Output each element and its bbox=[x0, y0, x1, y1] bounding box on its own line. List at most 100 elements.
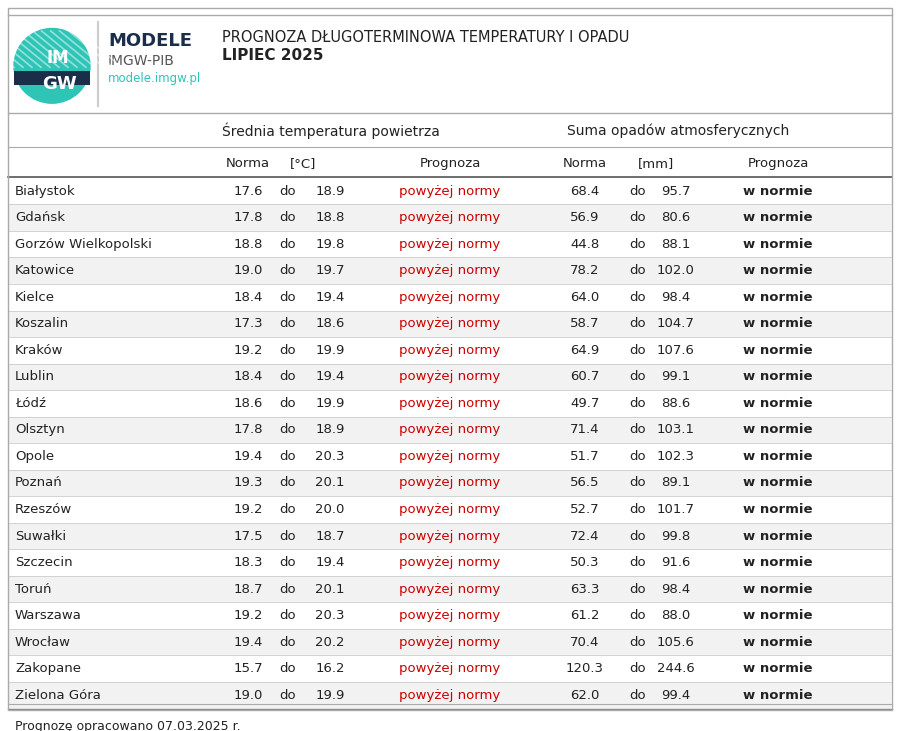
Text: 18.6: 18.6 bbox=[233, 397, 263, 410]
Text: LIPIEC 2025: LIPIEC 2025 bbox=[222, 48, 323, 63]
Text: w normie: w normie bbox=[743, 238, 813, 251]
Text: Poznań: Poznań bbox=[15, 477, 63, 490]
Text: 19.8: 19.8 bbox=[315, 238, 345, 251]
Text: do: do bbox=[630, 503, 646, 516]
Text: do: do bbox=[630, 185, 646, 197]
Text: powyżej normy: powyżej normy bbox=[400, 291, 500, 304]
Text: 18.7: 18.7 bbox=[233, 583, 263, 596]
Text: modele.imgw.pl: modele.imgw.pl bbox=[108, 72, 202, 85]
Text: powyżej normy: powyżej normy bbox=[400, 344, 500, 357]
Text: 19.7: 19.7 bbox=[315, 264, 345, 277]
Text: do: do bbox=[280, 371, 296, 383]
Text: do: do bbox=[280, 636, 296, 648]
Text: do: do bbox=[630, 609, 646, 622]
Text: 101.7: 101.7 bbox=[657, 503, 695, 516]
Text: 99.4: 99.4 bbox=[662, 689, 690, 702]
Text: powyżej normy: powyżej normy bbox=[400, 529, 500, 542]
Text: 102.0: 102.0 bbox=[657, 264, 695, 277]
Text: w normie: w normie bbox=[743, 689, 813, 702]
Text: 49.7: 49.7 bbox=[571, 397, 599, 410]
Text: 64.0: 64.0 bbox=[571, 291, 599, 304]
Circle shape bbox=[14, 29, 90, 103]
Text: do: do bbox=[280, 450, 296, 463]
Text: 44.8: 44.8 bbox=[571, 238, 599, 251]
Text: powyżej normy: powyżej normy bbox=[400, 185, 500, 197]
Bar bbox=[9, 257, 891, 284]
Text: 88.6: 88.6 bbox=[662, 397, 690, 410]
Text: do: do bbox=[630, 423, 646, 436]
Text: 88.0: 88.0 bbox=[662, 609, 690, 622]
Text: do: do bbox=[630, 238, 646, 251]
Text: w normie: w normie bbox=[743, 317, 813, 330]
Text: 20.2: 20.2 bbox=[315, 636, 345, 648]
Text: PROGNOZA DŁUGOTERMINOWA TEMPERATURY I OPADU: PROGNOZA DŁUGOTERMINOWA TEMPERATURY I OP… bbox=[222, 30, 629, 45]
Text: 98.4: 98.4 bbox=[662, 583, 690, 596]
Text: 18.9: 18.9 bbox=[315, 185, 345, 197]
Text: do: do bbox=[630, 291, 646, 304]
Text: Zakopane: Zakopane bbox=[15, 662, 81, 675]
Text: Norma: Norma bbox=[562, 156, 608, 170]
Text: do: do bbox=[630, 450, 646, 463]
Text: w normie: w normie bbox=[743, 503, 813, 516]
Text: 19.2: 19.2 bbox=[233, 609, 263, 622]
Bar bbox=[9, 629, 891, 656]
Text: do: do bbox=[630, 689, 646, 702]
Text: 20.1: 20.1 bbox=[315, 477, 345, 490]
Text: 17.8: 17.8 bbox=[233, 423, 263, 436]
Text: 88.1: 88.1 bbox=[662, 238, 690, 251]
Text: 19.4: 19.4 bbox=[315, 291, 345, 304]
Text: do: do bbox=[630, 264, 646, 277]
Text: Warszawa: Warszawa bbox=[15, 609, 82, 622]
Text: do: do bbox=[280, 503, 296, 516]
Text: 19.4: 19.4 bbox=[233, 636, 263, 648]
Text: do: do bbox=[280, 689, 296, 702]
Text: 98.4: 98.4 bbox=[662, 291, 690, 304]
Text: do: do bbox=[280, 238, 296, 251]
Text: 102.3: 102.3 bbox=[657, 450, 695, 463]
Text: 107.6: 107.6 bbox=[657, 344, 695, 357]
Text: do: do bbox=[630, 556, 646, 569]
Text: 18.8: 18.8 bbox=[315, 211, 345, 224]
Text: 99.8: 99.8 bbox=[662, 529, 690, 542]
Text: 103.1: 103.1 bbox=[657, 423, 695, 436]
Bar bbox=[9, 311, 891, 337]
Text: do: do bbox=[280, 609, 296, 622]
Text: 63.3: 63.3 bbox=[571, 583, 599, 596]
Text: do: do bbox=[280, 583, 296, 596]
Text: Katowice: Katowice bbox=[15, 264, 75, 277]
Text: do: do bbox=[630, 477, 646, 490]
Text: do: do bbox=[280, 185, 296, 197]
Text: Zielona Góra: Zielona Góra bbox=[15, 689, 101, 702]
Text: do: do bbox=[630, 662, 646, 675]
Text: 70.4: 70.4 bbox=[571, 636, 599, 648]
Text: Prognozę opracowano 07.03.2025 r.: Prognozę opracowano 07.03.2025 r. bbox=[15, 720, 240, 731]
Text: 20.3: 20.3 bbox=[315, 609, 345, 622]
Text: 95.7: 95.7 bbox=[662, 185, 691, 197]
Text: [°C]: [°C] bbox=[290, 156, 317, 170]
Text: 56.9: 56.9 bbox=[571, 211, 599, 224]
Text: 19.9: 19.9 bbox=[315, 397, 345, 410]
Text: w normie: w normie bbox=[743, 529, 813, 542]
Text: powyżej normy: powyżej normy bbox=[400, 264, 500, 277]
Text: w normie: w normie bbox=[743, 185, 813, 197]
Text: 120.3: 120.3 bbox=[566, 662, 604, 675]
Text: 56.5: 56.5 bbox=[571, 477, 599, 490]
Text: 19.4: 19.4 bbox=[315, 556, 345, 569]
Text: do: do bbox=[280, 423, 296, 436]
Text: 20.1: 20.1 bbox=[315, 583, 345, 596]
Text: 18.4: 18.4 bbox=[233, 291, 263, 304]
Text: powyżej normy: powyżej normy bbox=[400, 211, 500, 224]
Text: Rzeszów: Rzeszów bbox=[15, 503, 72, 516]
Text: 105.6: 105.6 bbox=[657, 636, 695, 648]
Text: 19.9: 19.9 bbox=[315, 689, 345, 702]
Text: 18.9: 18.9 bbox=[315, 423, 345, 436]
Text: powyżej normy: powyżej normy bbox=[400, 583, 500, 596]
Text: 19.9: 19.9 bbox=[315, 344, 345, 357]
Text: Kraków: Kraków bbox=[15, 344, 64, 357]
Text: Lublin: Lublin bbox=[15, 371, 55, 383]
Text: Prognoza: Prognoza bbox=[747, 156, 809, 170]
Text: 19.2: 19.2 bbox=[233, 344, 263, 357]
Text: 17.8: 17.8 bbox=[233, 211, 263, 224]
Text: 20.0: 20.0 bbox=[315, 503, 345, 516]
Text: w normie: w normie bbox=[743, 662, 813, 675]
